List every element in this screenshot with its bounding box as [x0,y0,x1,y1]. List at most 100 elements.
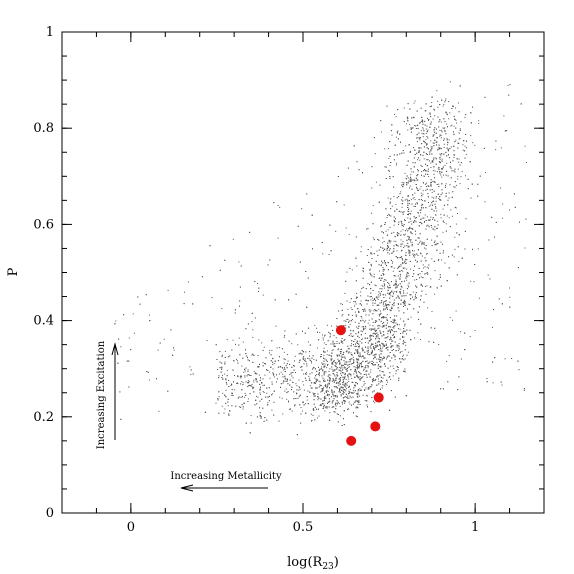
cloud-point [351,318,353,320]
cloud-point [373,273,375,275]
cloud-point [453,115,455,117]
cloud-point [303,363,305,365]
cloud-point [395,279,397,281]
cloud-point [393,349,394,350]
cloud-point [369,296,371,298]
cloud-point [356,416,358,418]
cloud-point [391,308,393,309]
cloud-point [348,361,350,363]
cloud-point [364,383,366,384]
cloud-point [270,360,272,362]
cloud-point [325,371,327,373]
cloud-point [358,169,360,171]
cloud-point [412,179,414,181]
cloud-point [339,366,340,368]
cloud-point [305,373,306,374]
cloud-point [297,397,299,399]
cloud-point [458,376,460,378]
cloud-point [375,181,377,183]
cloud-point [394,275,396,277]
cloud-point [423,244,425,245]
cloud-point [326,387,328,389]
cloud-point [439,158,441,160]
cloud-point [361,331,363,333]
cloud-point [412,198,414,200]
cloud-point [450,161,451,163]
cloud-point [345,327,347,329]
cloud-point [452,160,454,162]
cloud-point [237,375,239,377]
cloud-point [441,259,443,261]
cloud-point [128,360,130,362]
cloud-point [339,351,341,353]
cloud-point [473,281,475,283]
cloud-point [333,374,335,376]
cloud-point [402,183,404,185]
cloud-point [347,409,349,410]
cloud-point [231,405,233,407]
cloud-point [157,349,159,351]
cloud-point [244,375,246,377]
cloud-point [250,415,252,417]
cloud-point [458,111,460,113]
cloud-point [445,185,446,186]
cloud-point [327,401,329,403]
cloud-point [351,340,353,342]
cloud-point [267,370,269,371]
cloud-point [367,228,369,230]
cloud-point [385,343,387,345]
cloud-point [276,374,277,376]
cloud-point [262,378,264,380]
cloud-point [355,371,357,373]
cloud-point [509,209,510,211]
cloud-point [336,367,338,369]
cloud-point [283,351,285,353]
cloud-point [400,270,402,271]
cloud-point [357,407,359,409]
cloud-point [455,184,457,186]
cloud-point [407,195,409,197]
cloud-point [356,372,357,374]
cloud-point [303,373,305,375]
cloud-point [389,372,391,374]
cloud-point [395,285,397,287]
cloud-point [352,381,354,383]
cloud-point [375,333,377,334]
cloud-point [400,256,402,258]
cloud-point [281,367,283,368]
cloud-point [395,297,397,299]
cloud-point [399,358,400,360]
cloud-point [443,146,445,148]
cloud-point [354,305,355,307]
cloud-point [406,184,408,186]
cloud-point [446,139,448,141]
cloud-point [352,403,354,405]
cloud-point [246,355,248,357]
cloud-point [406,123,407,125]
cloud-point [359,376,361,378]
cloud-point [228,414,230,416]
cloud-point [380,224,382,226]
cloud-point [335,363,337,365]
cloud-point [305,271,307,272]
cloud-point [408,228,410,230]
cloud-point [435,141,437,143]
cloud-point [470,197,472,199]
cloud-point [487,274,489,276]
cloud-point [391,340,393,342]
cloud-point [304,360,306,362]
cloud-point [329,400,331,402]
cloud-point [321,390,323,392]
cloud-point [367,295,369,297]
cloud-point [439,274,441,276]
cloud-point [377,337,379,339]
cloud-point [324,398,325,400]
cloud-point [409,254,411,256]
cloud-point [322,363,324,365]
cloud-point [378,304,380,306]
cloud-point [407,177,409,179]
cloud-point [488,239,490,241]
cloud-point [401,199,403,201]
cloud-point [215,344,217,346]
cloud-point [393,240,395,242]
